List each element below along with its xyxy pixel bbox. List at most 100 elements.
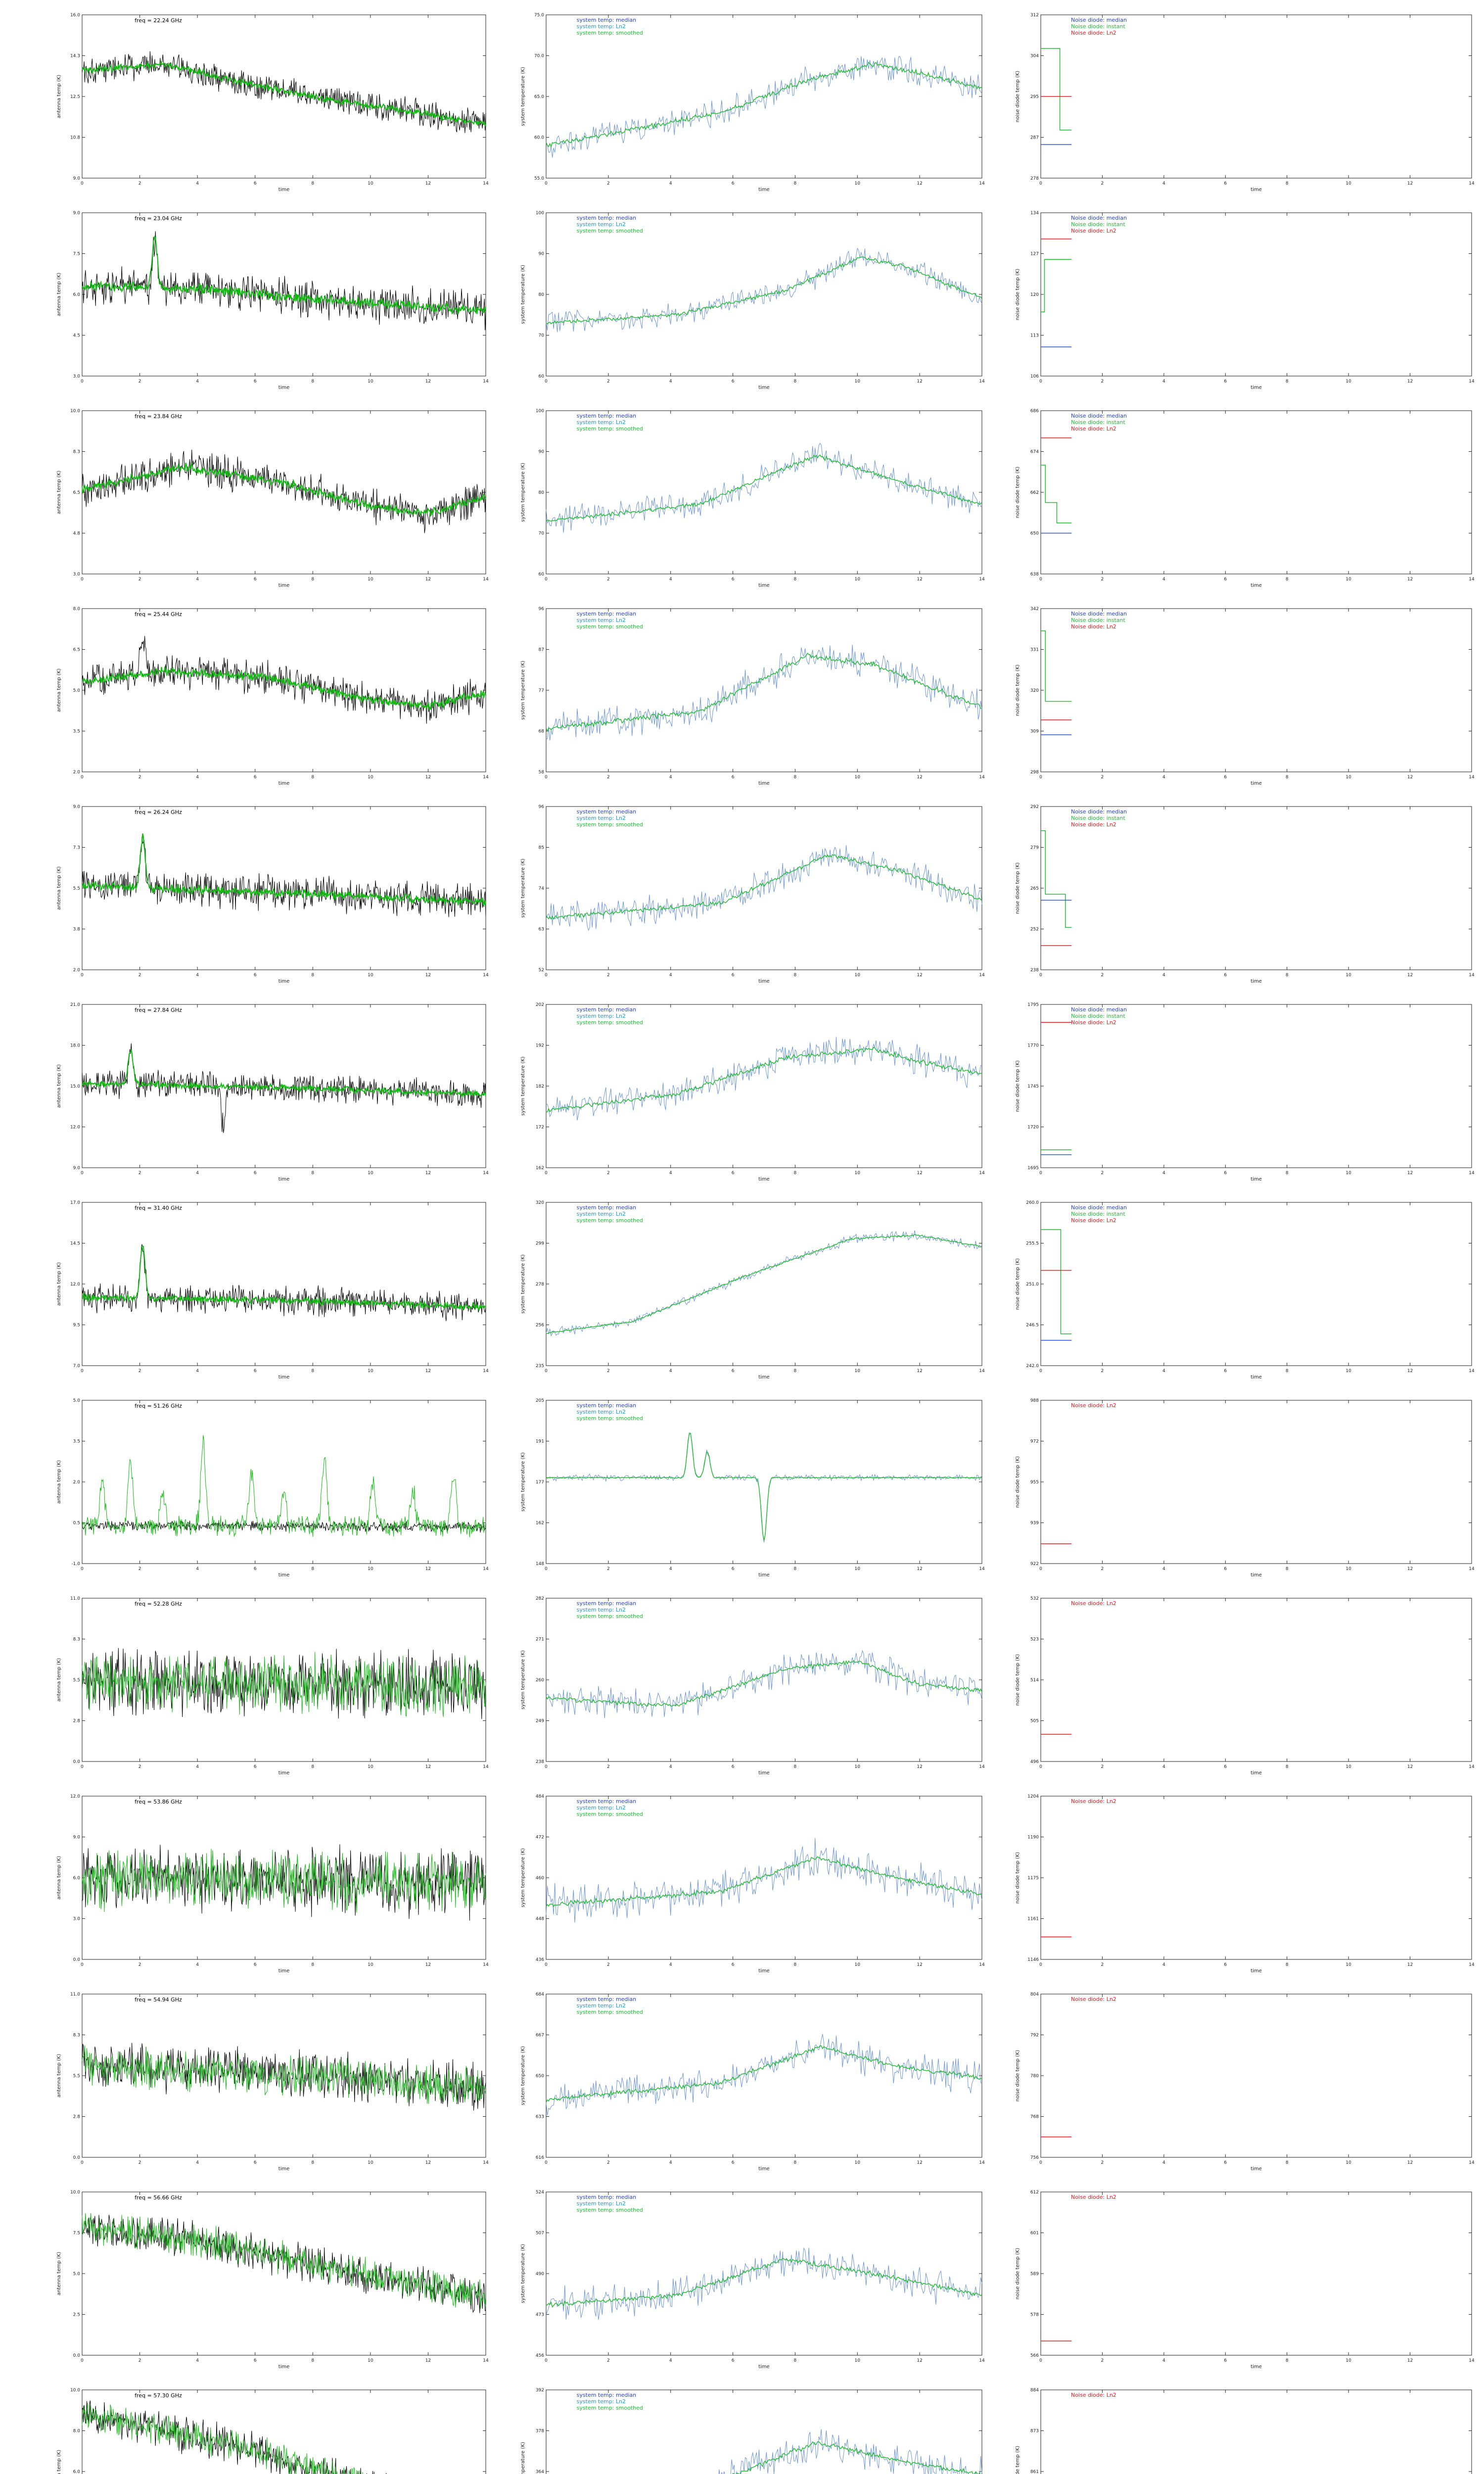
x-tick-label: 14: [979, 1171, 985, 1176]
chart-svg-c: 0 2 4 6 8 10 12 14 238 252 265 279 292 noise diode te…: [1015, 805, 1475, 984]
x-tick-label: 12: [425, 973, 431, 978]
x-tick-label: 8: [794, 1369, 797, 1374]
x-axis-label: time: [758, 1770, 770, 1776]
y-tick-label: 8.0: [73, 607, 81, 612]
legend-item: Noise diode: median: [1071, 809, 1127, 815]
x-tick-label: 12: [917, 1567, 922, 1571]
plot-frame: [546, 212, 982, 377]
y-tick-label: 5.5: [73, 1678, 80, 1683]
y-tick-label: 18.0: [70, 1044, 80, 1048]
legend-item: Noise diode: instant: [1071, 617, 1126, 623]
x-tick-label: 10: [855, 1962, 861, 1967]
legend-item: Noise diode: Ln2: [1071, 228, 1116, 234]
plot-frame: [82, 806, 486, 970]
chart-svg-b: 0 2 4 6 8 10 12 14 60 70 80 90 100 system temperature…: [520, 211, 985, 390]
y-tick-label: 9.0: [73, 1166, 81, 1171]
y-tick-label: 202: [536, 1002, 544, 1007]
y-tick-label: 65.0: [534, 95, 544, 99]
x-tick-label: 2: [607, 775, 610, 780]
legend-item: system temp: Ln2: [577, 2200, 626, 2207]
x-tick-label: 2: [139, 2160, 141, 2165]
series-line-0: [718, 2429, 982, 2474]
x-tick-label: 8: [1286, 181, 1289, 186]
x-tick-label: 14: [1469, 973, 1475, 978]
series-line-1: [546, 2045, 982, 2103]
panel-1-b: 0 2 4 6 8 10 12 14 55.0 60.0 65.0 70.0 75.0 system te…: [518, 3, 986, 195]
x-tick-label: 10: [1345, 379, 1351, 384]
y-tick-label: 320: [1030, 688, 1039, 693]
legend-item: system temp: median: [577, 215, 637, 221]
x-tick-label: 4: [1162, 1962, 1165, 1967]
plot-row-1: 0 2 4 6 8 10 12 14 9.0 10.8 12.5 14.3 16.0 antenna te…: [0, 0, 1484, 198]
x-axis-label: time: [1251, 1968, 1262, 1974]
chart-svg-a: 0 2 4 6 8 10 12 14 0.0 2.5 5.0 7.5 10.0 antenna temp …: [56, 2190, 489, 2370]
x-tick-label: 10: [1345, 2358, 1351, 2363]
panel-13-c: 02468101214838850861873884noise diode te…: [1013, 2378, 1476, 2474]
legend-item: Noise diode: instant: [1071, 1211, 1126, 1217]
x-tick-label: 6: [732, 1171, 735, 1176]
x-tick-label: 0: [81, 2358, 84, 2363]
series-line-1: [546, 1047, 982, 1113]
panel-11-a: 0 2 4 6 8 10 12 14 0.0 2.8 5.5 8.3 11.0 antenna temp …: [54, 1982, 490, 2174]
x-tick-label: 14: [979, 973, 985, 978]
y-axis-label: noise diode temp (K): [1015, 71, 1020, 122]
y-axis-label: system temperature (K): [520, 1650, 526, 1710]
freq-label: freq = 52.28 GHz: [135, 1601, 182, 1607]
x-tick-label: 14: [1469, 1567, 1475, 1571]
y-tick-label: 172: [536, 1125, 544, 1130]
series-line-0: [546, 1838, 982, 1923]
series-line-0: [546, 1650, 982, 1718]
chart-svg-b: 0 2 4 6 8 10 12 14 436 448 460 472 484 system tempera…: [520, 1794, 985, 1974]
y-axis-label: system temperature (K): [520, 67, 526, 126]
x-axis-label: time: [1251, 2166, 1262, 2172]
plot-frame: [546, 2191, 982, 2356]
y-tick-label: 1695: [1027, 1166, 1039, 1171]
x-tick-label: 4: [669, 379, 672, 384]
x-tick-label: 10: [855, 2160, 861, 2165]
y-tick-label: 21.0: [70, 1002, 80, 1007]
legend-item: Noise diode: Ln2: [1071, 1019, 1116, 1026]
chart-svg-c: 0 2 4 6 8 10 12 14 106 113 120 127 134 noise diode te…: [1015, 211, 1475, 390]
y-tick-label: 87: [539, 648, 544, 653]
y-tick-label: 633: [536, 2115, 544, 2120]
y-tick-label: 0.0: [73, 2353, 81, 2358]
y-tick-label: 12.0: [70, 1282, 80, 1287]
x-tick-label: 4: [1162, 775, 1165, 780]
x-tick-label: 14: [979, 1369, 985, 1374]
series-line-1: [82, 1435, 486, 1537]
y-axis-label: antenna temp (K): [56, 668, 62, 712]
x-tick-label: 14: [1469, 2358, 1475, 2363]
panel-10-b: 0 2 4 6 8 10 12 14 436 448 460 472 484 system tempera…: [518, 1784, 986, 1976]
y-tick-label: 674: [1030, 450, 1039, 455]
plot-frame: [1040, 410, 1472, 574]
x-tick-label: 12: [917, 1764, 922, 1769]
y-tick-label: 601: [1030, 2231, 1039, 2236]
x-axis-label: time: [278, 979, 290, 984]
y-tick-label: 17.0: [70, 1200, 80, 1205]
y-tick-label: 9.0: [73, 176, 81, 181]
x-tick-label: 14: [483, 181, 489, 186]
x-tick-label: 10: [368, 1567, 373, 1571]
y-tick-label: 304: [1030, 54, 1039, 59]
x-tick-label: 0: [1039, 1369, 1042, 1374]
series-line-0: [82, 51, 486, 133]
x-axis-label: time: [1251, 187, 1262, 192]
x-tick-label: 10: [855, 181, 861, 186]
chart-svg-b: 0 2 4 6 8 10 12 14 55.0 60.0 65.0 70.0 75.0 system te…: [520, 13, 985, 192]
y-axis-label: system temperature (K): [520, 1452, 526, 1512]
y-tick-label: 505: [1030, 1719, 1039, 1724]
y-tick-label: 85: [539, 846, 544, 851]
plot-frame: [1040, 1796, 1472, 1960]
y-tick-label: 472: [536, 1835, 544, 1840]
y-tick-label: -1.0: [71, 1562, 80, 1567]
series-line-1: [546, 454, 982, 522]
y-axis-label: antenna temp (K): [56, 1658, 62, 1702]
x-tick-label: 2: [139, 181, 141, 186]
y-tick-label: 804: [1030, 1992, 1039, 1997]
series-line-1: [82, 833, 486, 906]
freq-label: freq = 26.24 GHz: [135, 809, 182, 815]
x-tick-label: 6: [1224, 775, 1227, 780]
series-line-0: [82, 449, 486, 533]
x-tick-label: 0: [81, 2160, 84, 2165]
x-tick-label: 6: [254, 1171, 257, 1176]
